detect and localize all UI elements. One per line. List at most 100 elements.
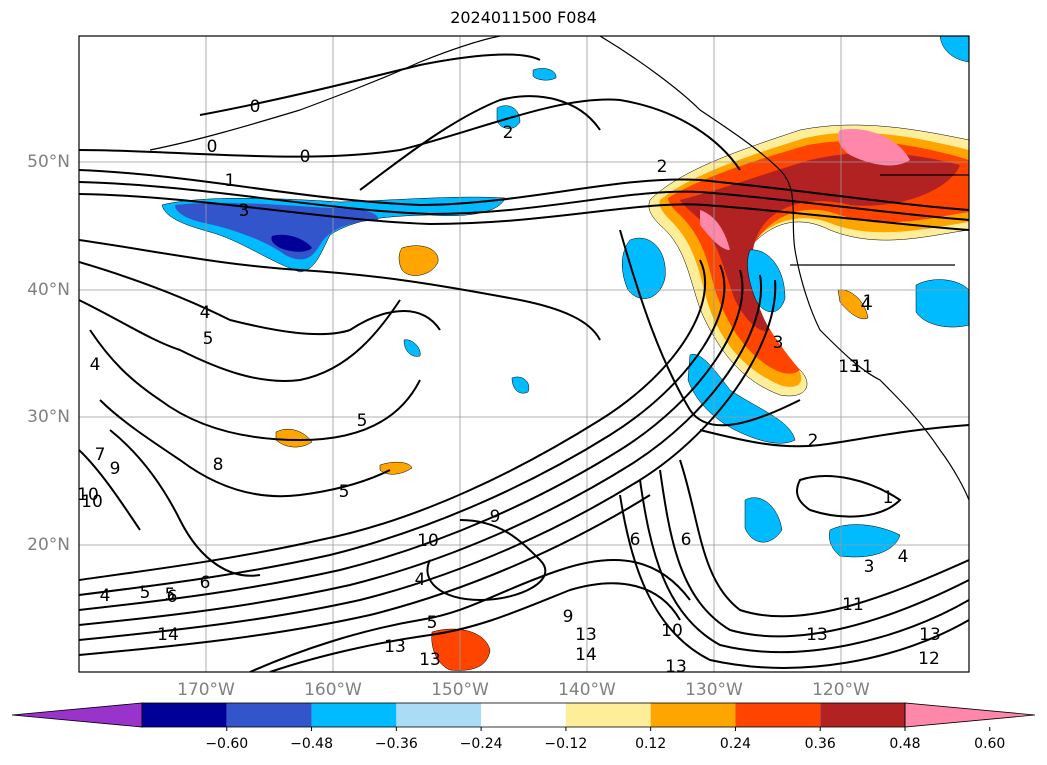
contour-label: 9	[490, 507, 501, 527]
contour-label: 13	[919, 625, 941, 645]
contour-label: 5	[203, 329, 214, 349]
contour-label: 0	[250, 97, 261, 117]
lat-label-50n: 50°N	[27, 152, 70, 172]
negative-patch-6	[496, 105, 521, 129]
colorbar-tick-label: 0.48	[889, 736, 921, 752]
contour-label: 4	[90, 355, 101, 375]
colorbar-tick-label: −0.24	[459, 736, 503, 752]
lon-label-130w: 130°W	[685, 680, 743, 700]
contour-label: 12	[918, 649, 940, 669]
contour-label: 3	[864, 557, 875, 577]
colorbar-tick-label: 0.24	[719, 736, 752, 752]
contour-label: 8	[213, 455, 224, 475]
contour-label: 5	[165, 585, 176, 605]
positive-plume-peak	[700, 129, 910, 250]
contour-label: 10	[417, 531, 439, 551]
positive-patch-4	[431, 628, 491, 671]
contour-label: 11	[842, 595, 864, 615]
contour-label: 4	[100, 586, 111, 606]
contour-label: 9	[563, 607, 574, 627]
lat-label-30n: 30°N	[27, 407, 70, 427]
contour-label: 0	[207, 137, 218, 157]
contour-label: 5	[427, 613, 438, 633]
contour-label: 11	[851, 357, 873, 377]
contour-label: 6	[200, 573, 211, 593]
lon-label-120w: 120°W	[812, 680, 870, 700]
positive-patch-5	[837, 289, 869, 320]
contour-label: 4	[415, 570, 426, 590]
colorbar-tick-label: −0.12	[544, 736, 588, 752]
positive-patch-1	[398, 245, 439, 276]
colorbar-segment	[650, 703, 736, 727]
colorbar-extend-low	[11, 702, 143, 728]
lat-label-20n: 20°N	[27, 535, 70, 555]
contour-label: 14	[157, 625, 179, 645]
map-title: 2024011500 F084	[450, 8, 597, 27]
contour-label: 1	[863, 292, 874, 312]
negative-patch-3	[687, 354, 796, 444]
colorbar-segment	[226, 703, 312, 727]
lon-label-150w: 150°W	[431, 680, 489, 700]
colorbar-tick-label: −0.36	[374, 736, 418, 752]
colorbar-segment	[735, 703, 821, 727]
colorbar-segment	[481, 703, 566, 727]
lon-label-140w: 140°W	[558, 680, 616, 700]
colorbar-extend-high	[904, 702, 1036, 728]
contour-label: 4	[898, 547, 909, 567]
contour-label: 5	[140, 583, 151, 603]
negative-patch-5	[829, 524, 901, 558]
contour-label: 5	[357, 411, 368, 431]
negative-patch-4	[744, 497, 783, 543]
contour-label: 4	[200, 303, 211, 323]
graticule	[79, 36, 969, 672]
contour-label: 2	[808, 431, 819, 451]
contour-label: 3	[239, 201, 250, 221]
contour-label: 13	[419, 650, 441, 670]
negative-core-north	[175, 202, 379, 260]
colorbar	[11, 702, 1036, 731]
contour-label: 13	[806, 625, 828, 645]
contour-label: 10	[661, 621, 683, 641]
coastlines	[149, 36, 969, 501]
negative-patch-9	[511, 376, 530, 394]
negative-deep-north	[271, 234, 312, 252]
positive-patch-2	[275, 428, 313, 448]
colorbar-frame	[141, 702, 906, 728]
contour-label: 1	[883, 488, 894, 508]
contour-label: 3	[773, 333, 784, 353]
lon-label-170w: 170°W	[177, 680, 235, 700]
colorbar-segment	[396, 703, 482, 727]
contour-label: 14	[575, 645, 597, 665]
contour-label: 4	[861, 295, 872, 315]
colorbar-segment	[565, 703, 651, 727]
negative-patch-11	[939, 36, 969, 63]
colorbar-tick-label: 0.60	[974, 736, 1006, 752]
contour-label: 9	[110, 459, 121, 479]
colorbar-segment	[311, 703, 397, 727]
negative-patch-1	[622, 238, 666, 299]
contour-lines	[79, 53, 969, 672]
colorbar-tick-label: 0.12	[635, 736, 667, 752]
contour-label: 6	[681, 530, 692, 550]
colorbar-segment	[142, 703, 227, 727]
contour-label: 2	[657, 157, 668, 177]
shaded-field	[161, 36, 969, 671]
contour-label: 6	[630, 530, 641, 550]
contour-label: 5	[339, 482, 350, 502]
contour-label: 13	[384, 637, 406, 657]
colorbar-tick-label: 0.36	[804, 736, 836, 752]
contour-label: 6	[167, 587, 178, 607]
colorbar-tick-label: −0.48	[290, 736, 333, 752]
contour-label: 7	[95, 445, 106, 465]
contour-label: 13	[575, 625, 597, 645]
negative-patch-8	[403, 339, 421, 357]
negative-patch-10	[915, 279, 969, 328]
colorbar-tick-label: −0.60	[205, 736, 249, 752]
contour-label: 1	[225, 171, 236, 191]
negative-patch-7	[532, 68, 557, 81]
contour-label: 13	[665, 657, 687, 677]
plot-frame	[78, 35, 970, 673]
colorbar-segment	[820, 703, 905, 727]
